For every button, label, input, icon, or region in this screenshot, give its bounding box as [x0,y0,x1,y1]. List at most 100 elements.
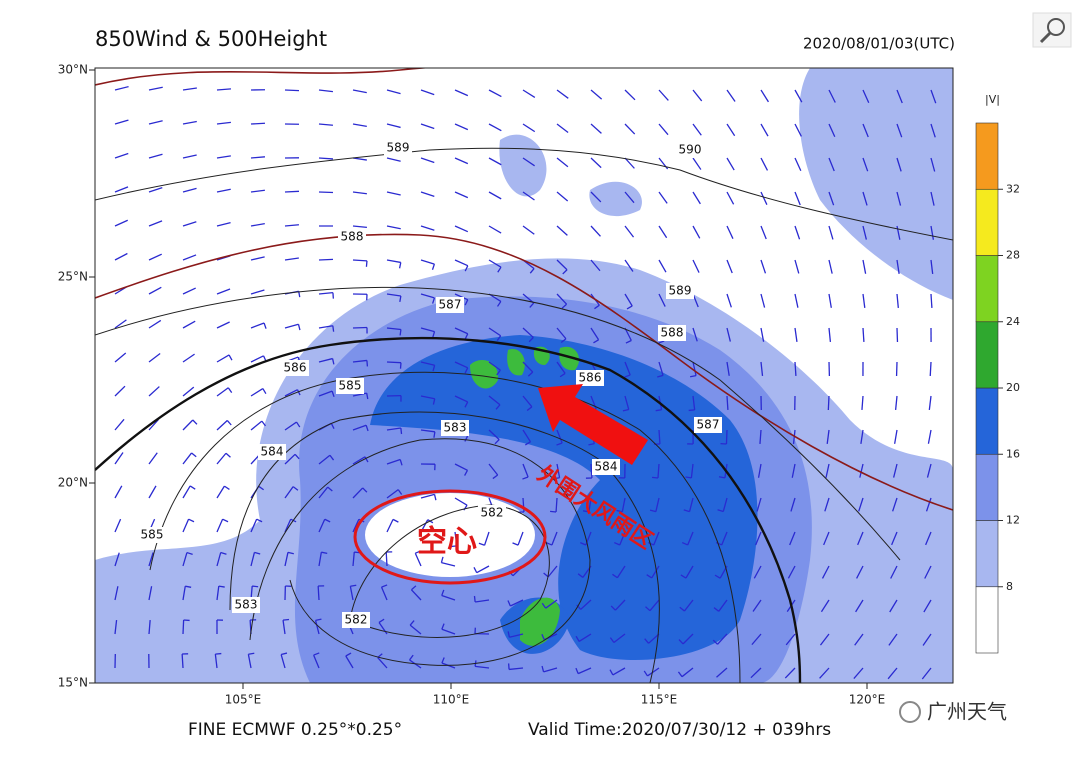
wind-barb [148,286,162,295]
wind-barb-feather [580,542,587,546]
contour-label: 583 [444,421,467,435]
wind-barb [488,327,502,337]
wind-barb-feather [527,371,534,377]
wind-barb [896,293,899,308]
wind-barb [556,293,568,305]
wind-barb [182,254,197,261]
colorbar-swatch [975,586,999,654]
wind-barb [114,620,118,635]
wind-barb [760,89,769,103]
wind-barb [441,594,456,601]
wind-barb-feather [649,509,657,513]
wind-barb [352,326,368,329]
wind-barb [726,157,735,171]
wind-barb [655,497,660,512]
contour-label: 586 [579,371,602,385]
wind-barb [923,599,932,613]
wind-barb [888,633,898,646]
annotation-core: 空心 [417,525,477,560]
wind-barb [862,89,870,104]
wind-barb-feather [644,638,650,644]
wind-barb [922,633,932,646]
wind-barb [828,225,834,240]
wind-barb [216,321,230,329]
contour-589-north [95,68,432,86]
wind-barb [930,89,937,104]
wind-barb-feather [225,452,231,458]
wind-barb [386,458,401,465]
contour-label: 590 [679,143,702,157]
wind-barb-feather [690,375,697,378]
lat-label: 20°N [58,476,88,490]
wind-barb-feather [594,304,600,310]
wind-barb-feather [215,652,222,655]
wind-barb [825,463,830,478]
wind-barb [318,357,333,363]
contour-label: 589 [387,141,410,155]
wind-barb [624,191,635,204]
contour-label: 584 [595,460,618,474]
wind-barb [522,157,535,167]
wind-barb-feather [657,374,664,378]
wind-barb [692,361,697,376]
wind-barb-feather [541,633,545,641]
wind-barb [182,120,197,125]
search-icon[interactable] [1032,12,1072,48]
wind-barb [386,427,401,431]
wind-barb [454,225,469,233]
wind-barb-feather [256,518,263,523]
wind-barb-feather [612,573,618,579]
icon-box[interactable] [1032,12,1072,48]
wind-barb-feather [464,333,469,340]
map-title: 850Wind & 500Height [95,27,327,51]
wind-barb-feather [528,336,534,343]
wind-barb-feather [188,518,195,523]
wind-barb-feather [331,390,335,398]
wind-barb-feather [718,476,726,479]
icon-handle[interactable] [1039,31,1052,44]
wind-barb-feather [588,442,595,446]
wind-barb [377,657,388,669]
wind-barb [284,89,300,92]
wind-barb [216,288,231,295]
wind-barb [216,155,231,159]
wind-barb [794,191,801,206]
wind-barb-feather [647,541,654,546]
wind-barb [819,667,830,679]
wind-barb-feather [287,551,294,555]
contour-label-bg [676,142,704,158]
wind-barb-feather [399,295,402,303]
wind-barb [859,463,864,478]
wind-barb-feather [248,652,255,655]
wind-barb [855,599,864,613]
wind-barb [930,259,934,274]
wind-barb-feather [399,329,402,336]
wind-barb [352,424,367,431]
wind-barb [454,327,469,335]
colorbar-swatch [975,520,999,588]
wind-barb [250,518,258,533]
wind-barb [556,361,566,374]
wind-barb-feather [609,637,615,643]
wind-barb [726,89,736,102]
wind-barb [318,258,334,261]
wind-barb [148,153,163,159]
lat-label: 30°N [58,63,88,77]
annotation-ellipse [353,489,547,585]
wind-barb-feather [582,510,590,513]
wind-barb [624,89,636,101]
wind-barb [692,157,702,170]
wind-barb [182,485,191,499]
wind-barb [862,225,867,240]
wind-barb-feather [294,453,300,460]
wind-barb [386,123,401,129]
icon-lens[interactable] [1047,18,1065,36]
wind-barb-feather [683,509,690,513]
wind-barb-feather [645,606,651,612]
colorbar-label: 32 [1006,182,1020,195]
wind-barb [454,123,469,131]
wind-barb [148,120,163,125]
wind-barb [760,293,766,308]
wind-barb-feather [228,354,233,361]
wind-barb [114,552,120,567]
